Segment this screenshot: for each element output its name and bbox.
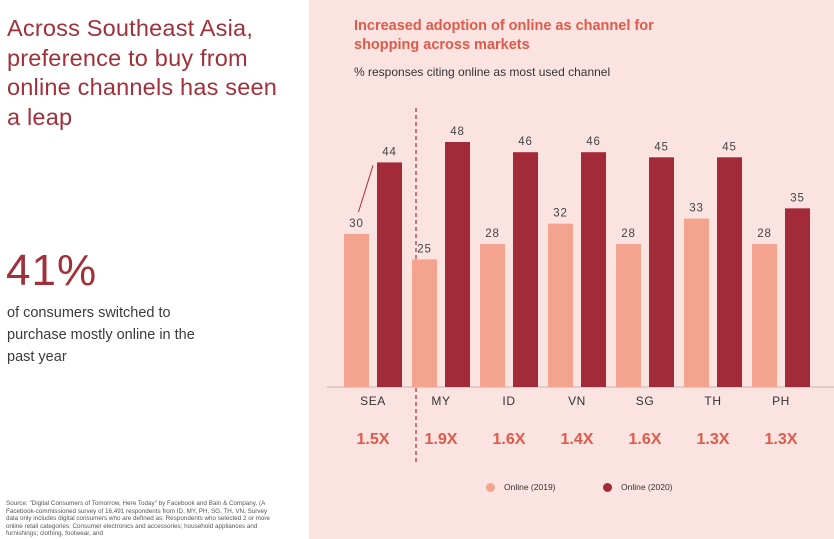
bar-2019-id	[480, 244, 505, 387]
source-note: Source: "Digital Consumers of Tomorrow, …	[6, 500, 270, 537]
bar-2020-ph	[785, 208, 810, 387]
legend-label-2020: Online (2020)	[621, 482, 673, 492]
multiplier-sg: 1.6X	[629, 431, 662, 448]
multiplier-sea: 1.5X	[357, 431, 390, 448]
value-label-2019-sea: 30	[349, 218, 363, 230]
chart-subtitle: % responses citing online as most used c…	[354, 65, 611, 79]
legend-swatch-2020	[603, 482, 612, 492]
bar-chart: 30 44 SEA 1.5X 25 48 MY 1.9X 28 46 ID 1.6X 32 46 VN 1.4…	[327, 108, 834, 465]
value-label-2020-th: 45	[722, 141, 736, 153]
category-label-my: MY	[431, 394, 450, 408]
headline: Across Southeast Asia, preference to buy…	[7, 15, 278, 130]
bar-2020-id	[513, 152, 538, 387]
left-panel: Across Southeast Asia, preference to buy…	[0, 0, 309, 539]
category-label-sea: SEA	[360, 394, 386, 408]
bar-2020-my	[445, 142, 470, 387]
bar-2019-sea	[344, 233, 369, 387]
stat-value: 41%	[6, 246, 98, 295]
bar-2019-vn	[548, 223, 573, 387]
bar-2019-ph	[752, 244, 777, 387]
sea-growth-line	[358, 165, 374, 213]
bar-2020-sg	[649, 157, 674, 387]
bar-2019-th	[684, 218, 709, 387]
bar-2020-sea	[377, 162, 402, 387]
category-label-sg: SG	[636, 394, 655, 408]
value-label-2019-ph: 28	[757, 228, 771, 240]
value-label-2019-th: 33	[689, 203, 703, 215]
bar-2020-th	[717, 157, 742, 387]
multiplier-vn: 1.4X	[561, 431, 594, 448]
chart-title: Increased adoption of online as channel …	[354, 18, 654, 53]
category-label-id: ID	[502, 394, 515, 408]
value-label-2020-sg: 45	[654, 141, 668, 153]
value-label-2019-sg: 28	[621, 228, 635, 240]
value-label-2020-ph: 35	[790, 192, 804, 204]
multiplier-my: 1.9X	[425, 431, 458, 448]
value-label-2019-vn: 32	[553, 208, 567, 220]
value-label-2019-my: 25	[417, 243, 431, 255]
value-label-2020-vn: 46	[586, 136, 600, 148]
bar-2019-sg	[616, 244, 641, 387]
category-label-vn: VN	[568, 394, 586, 408]
category-label-ph: PH	[772, 394, 790, 408]
multiplier-id: 1.6X	[493, 431, 526, 448]
stat-description: of consumers switched to purchase mostly…	[7, 305, 195, 365]
legend-item-2019: Online (2019)	[486, 482, 556, 492]
value-label-2020-sea: 44	[382, 146, 396, 158]
bar-2020-vn	[581, 152, 606, 387]
legend-swatch-2019	[486, 482, 495, 492]
bar-2019-my	[412, 259, 437, 387]
category-label-th: TH	[704, 394, 721, 408]
value-label-2020-id: 46	[518, 136, 532, 148]
legend-label-2019: Online (2019)	[504, 482, 556, 492]
legend-item-2020: Online (2020)	[603, 482, 673, 492]
value-label-2019-id: 28	[485, 228, 499, 240]
multiplier-th: 1.3X	[697, 431, 730, 448]
multiplier-ph: 1.3X	[765, 431, 798, 448]
value-label-2020-my: 48	[450, 126, 464, 138]
